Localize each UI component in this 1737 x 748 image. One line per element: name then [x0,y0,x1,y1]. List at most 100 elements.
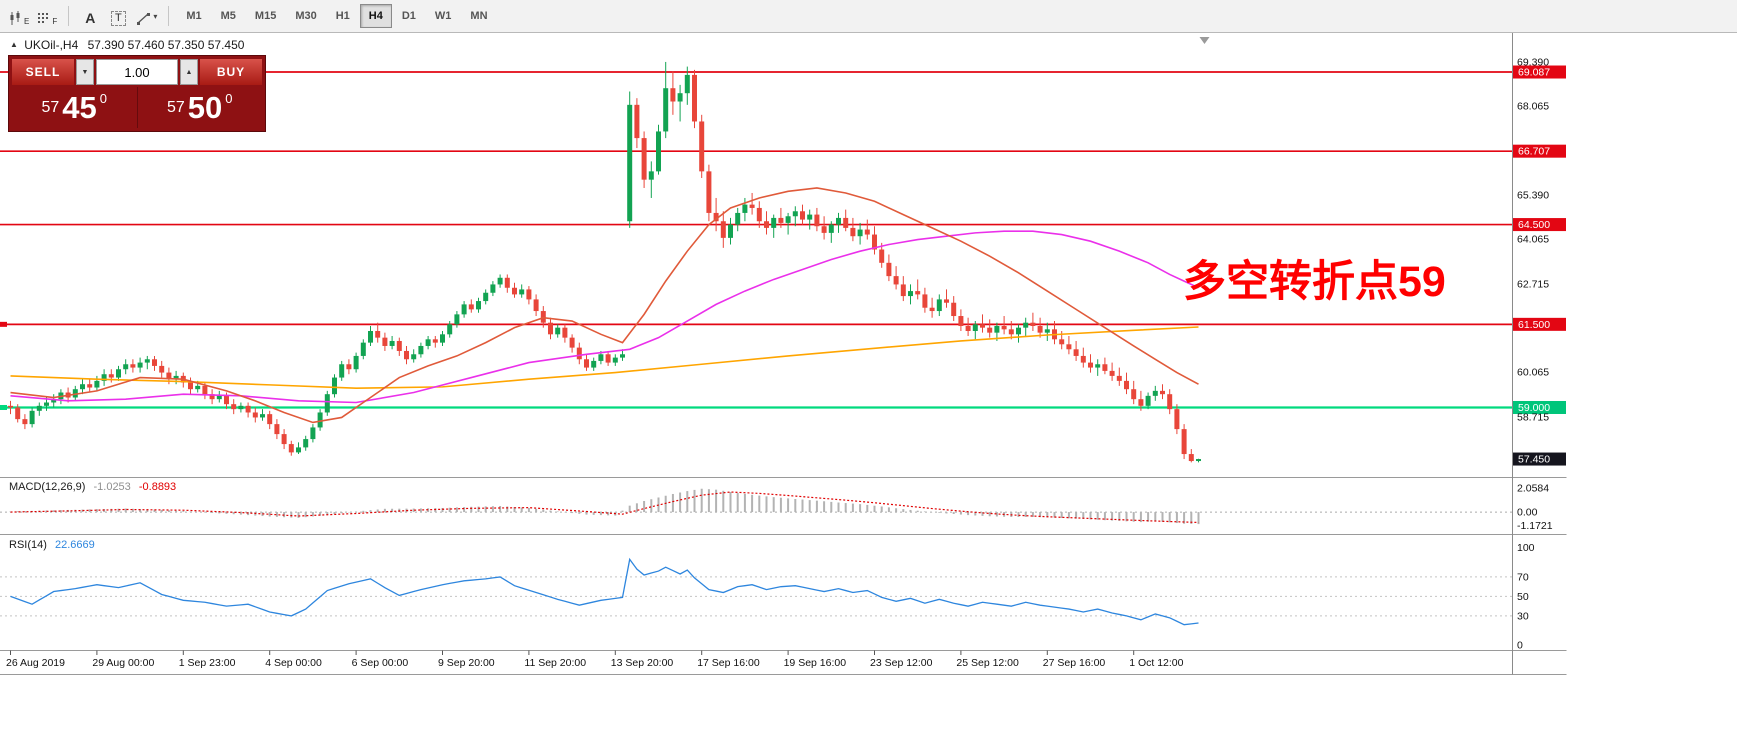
line-tools-button[interactable]: ▾ [133,4,160,28]
trendline-icon [137,13,151,25]
toolbar-separator [68,6,70,26]
letter-a-icon: A [85,10,96,26]
toolbar-separator [168,6,170,26]
svg-text:9 Sep 20:00: 9 Sep 20:00 [438,657,495,669]
timeframe-button-m1[interactable]: M1 [186,10,202,22]
svg-text:0: 0 [1517,640,1523,652]
candlestick-icon [10,11,20,25]
chart-annotation-text[interactable]: 多空转折点59 [1183,258,1446,306]
svg-text:57.450: 57.450 [1518,454,1550,466]
timeframe-button-d1[interactable]: D1 [401,10,416,22]
svg-text:27 Sep 16:00: 27 Sep 16:00 [1043,657,1106,669]
pane-separators[interactable] [0,477,1567,675]
toolbar: E F A T ▾ M1 M5 M15 M30 H1 H4 D1 W1 MN [0,0,1737,33]
svg-text:13 Sep 20:00: 13 Sep 20:00 [611,657,674,669]
text-label-button[interactable]: A [77,4,103,28]
macd-pane[interactable] [0,488,1513,525]
macd-signal-value: -0.8893 [138,481,177,493]
sell-price-sup: 0 [99,91,107,106]
buy-price-big: 50 [187,90,223,125]
svg-text:1 Oct 12:00: 1 Oct 12:00 [1129,657,1183,669]
caret-down-icon: ▾ [153,11,158,21]
svg-text:11 Sep 20:00: 11 Sep 20:00 [524,657,586,669]
caret-up-icon: ▲ [185,68,193,76]
svg-text:58.715: 58.715 [1517,411,1549,423]
price-badge [1513,65,1566,79]
text-box-button[interactable]: T [105,4,131,28]
price-badge [1513,218,1566,232]
one-click-trading-panel: SELL ▼ ▲ BUY 57 45 0 57 50 0 [8,55,266,132]
sell-price-small: 57 [41,98,60,116]
scroll-position-marker[interactable] [1199,37,1210,44]
svg-text:-1.1721: -1.1721 [1517,520,1553,532]
svg-text:4 Sep 00:00: 4 Sep 00:00 [265,657,322,669]
svg-text:29 Aug 00:00: 29 Aug 00:00 [92,657,154,669]
svg-text:61.500: 61.500 [1518,319,1550,331]
timeframe-button-m5[interactable]: M5 [220,10,236,22]
grid-icon [38,13,49,23]
ma-fast-line [10,187,1199,424]
rsi-indicator-label: RSI(14) 22.6669 [9,539,95,551]
timeframe-button-h4[interactable]: H4 [359,4,392,28]
rsi-pane[interactable] [0,557,1513,626]
macd-signal-line [10,491,1199,524]
svg-text:64.065: 64.065 [1517,234,1549,246]
buy-button[interactable]: BUY [200,59,262,85]
rsi-line [10,557,1199,626]
buy-price-small: 57 [166,98,185,116]
indicator-e-button[interactable]: E [6,4,32,28]
svg-text:69.390: 69.390 [1517,56,1549,68]
svg-text:64.500: 64.500 [1518,219,1550,231]
symbol-info: ▲ UKOil-,H4 57.390 57.460 57.350 57.450 [10,38,244,52]
svg-text:66.707: 66.707 [1518,146,1550,158]
svg-text:1 Sep 23:00: 1 Sep 23:00 [179,657,236,669]
timeframe-button-m30[interactable]: M30 [295,10,317,22]
svg-text:23 Sep 12:00: 23 Sep 12:00 [870,657,933,669]
buy-price-display[interactable]: 57 50 0 [136,87,263,128]
triangle-icon: ▲ [10,40,18,49]
sell-price-display[interactable]: 57 45 0 [12,87,137,128]
ma-slow-line [10,326,1199,390]
rsi-value: 22.6669 [54,539,95,551]
price-display-row: 57 45 0 57 50 0 [12,87,262,128]
volume-decrease-button[interactable]: ▼ [76,59,94,85]
svg-text:30: 30 [1517,610,1529,622]
sell-price-big: 45 [62,90,97,125]
line-anchor [0,321,7,327]
volume-input[interactable] [96,59,178,85]
line-anchor [0,404,7,410]
svg-text:19 Sep 16:00: 19 Sep 16:00 [784,657,847,669]
svg-text:62.715: 62.715 [1517,278,1549,290]
volume-increase-button[interactable]: ▲ [180,59,198,85]
macd-label-text: MACD(12,26,9) [9,481,86,493]
svg-text:69.087: 69.087 [1518,67,1550,79]
price-badge [1513,400,1566,414]
symbol-name: UKOil-,H4 [24,38,79,52]
horizontal-level-lines[interactable] [0,71,1513,410]
svg-text:17 Sep 16:00: 17 Sep 16:00 [697,657,760,669]
svg-text:68.065: 68.065 [1517,101,1549,113]
buy-price-sup: 0 [225,91,233,106]
indicator-f-button[interactable]: F [34,4,60,28]
boxed-t-icon: T [110,11,126,26]
price-badge [1513,144,1566,158]
timeframe-button-w1[interactable]: W1 [434,10,452,22]
price-badge [1513,317,1566,331]
macd-indicator-label: MACD(12,26,9) -1.0253 -0.8893 [9,481,176,493]
trade-controls-row: SELL ▼ ▲ BUY [12,59,262,85]
svg-text:6 Sep 00:00: 6 Sep 00:00 [352,657,409,669]
svg-text:26 Aug 2019: 26 Aug 2019 [6,657,65,669]
time-axis[interactable]: 26 Aug 2019 29 Aug 00:00 1 Sep 23:00 4 Sep … [6,650,1184,670]
timeframe-button-mn[interactable]: MN [470,10,488,22]
sell-button[interactable]: SELL [12,59,74,85]
timeframe-button-m15[interactable]: M15 [254,10,277,22]
svg-text:0.00: 0.00 [1517,507,1538,519]
timeframe-button-h1[interactable]: H1 [335,10,350,22]
icon-letter-f: F [52,17,58,26]
svg-text:50: 50 [1517,591,1529,603]
svg-text:60.065: 60.065 [1517,367,1549,379]
macd-main-value: -1.0253 [93,481,131,493]
ohlc-quotes: 57.390 57.460 57.350 57.450 [87,38,245,52]
